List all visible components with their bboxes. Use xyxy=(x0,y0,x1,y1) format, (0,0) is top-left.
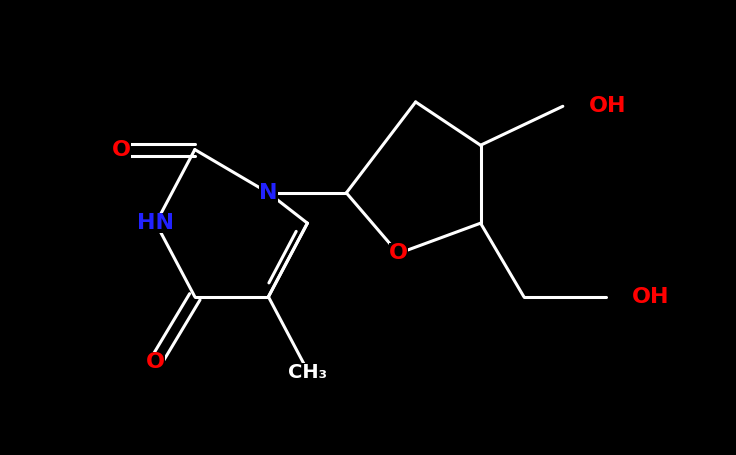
Text: O: O xyxy=(112,140,131,160)
Text: O: O xyxy=(146,352,166,372)
Text: CH₃: CH₃ xyxy=(288,363,327,382)
Text: OH: OH xyxy=(589,96,626,116)
Text: OH: OH xyxy=(632,287,670,307)
Text: O: O xyxy=(389,243,408,263)
Text: HN: HN xyxy=(138,213,174,233)
Text: N: N xyxy=(259,183,277,203)
